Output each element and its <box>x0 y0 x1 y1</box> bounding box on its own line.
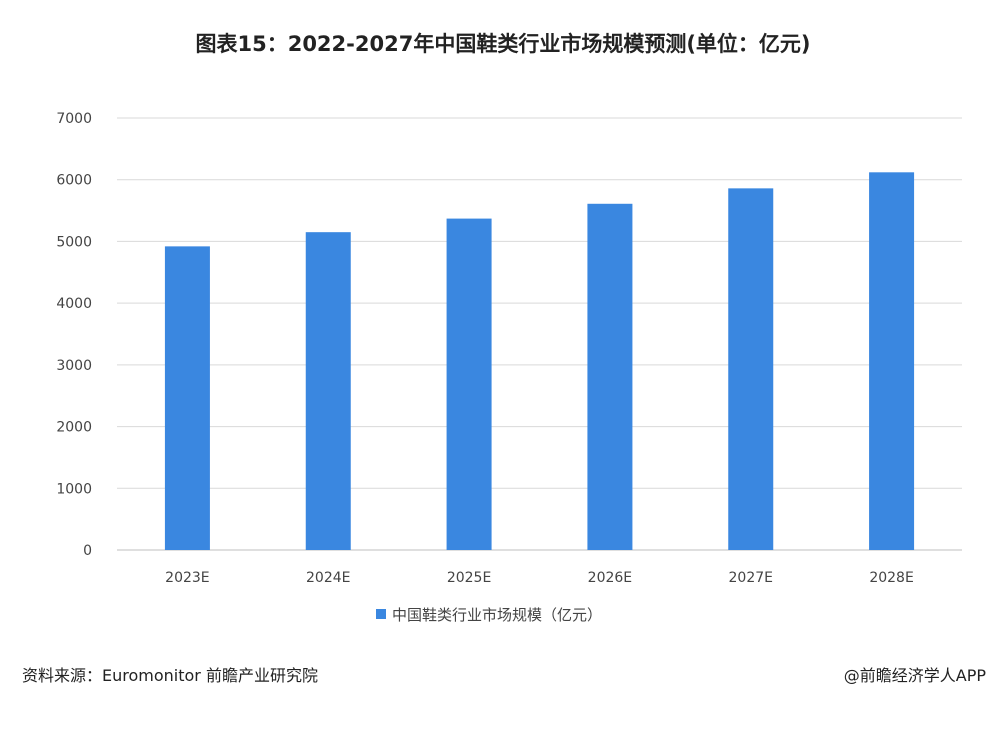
y-tick-label: 7000 <box>56 111 92 127</box>
source-note: 资料来源：Euromonitor 前瞻产业研究院 <box>22 666 318 685</box>
y-axis-ticks: 0 1000 2000 3000 4000 5000 6000 7000 <box>56 111 92 559</box>
bar <box>305 232 351 550</box>
bar-chart: 0 1000 2000 3000 4000 5000 6000 7000 2023E 2024E… <box>56 111 962 624</box>
bar <box>728 188 774 550</box>
y-tick-label: 2000 <box>56 420 92 436</box>
bar <box>164 246 210 550</box>
y-tick-label: 4000 <box>56 296 92 312</box>
legend: 中国鞋类行业市场规模（亿元） <box>376 606 602 624</box>
chart-title: 图表15：2022-2027年中国鞋类行业市场规模预测(单位：亿元) <box>195 32 811 56</box>
x-tick-label: 2027E <box>729 570 773 586</box>
x-tick-label: 2026E <box>588 570 632 586</box>
bar <box>446 218 492 550</box>
bar <box>869 172 915 550</box>
gridlines <box>117 117 962 551</box>
y-tick-label: 0 <box>83 543 92 559</box>
x-tick-label: 2024E <box>306 570 350 586</box>
bars <box>164 172 915 551</box>
legend-label: 中国鞋类行业市场规模（亿元） <box>392 606 602 624</box>
legend-swatch <box>376 609 386 619</box>
credit-note: @前瞻经济学人APP <box>843 666 986 685</box>
x-tick-label: 2023E <box>165 570 209 586</box>
x-axis-ticks: 2023E 2024E 2025E 2026E 2027E 2028E <box>165 570 914 586</box>
y-tick-label: 5000 <box>56 234 92 250</box>
y-tick-label: 6000 <box>56 173 92 189</box>
x-tick-label: 2028E <box>869 570 913 586</box>
y-tick-label: 1000 <box>56 481 92 497</box>
x-tick-label: 2025E <box>447 570 491 586</box>
y-tick-label: 3000 <box>56 358 92 374</box>
bar <box>587 203 633 551</box>
